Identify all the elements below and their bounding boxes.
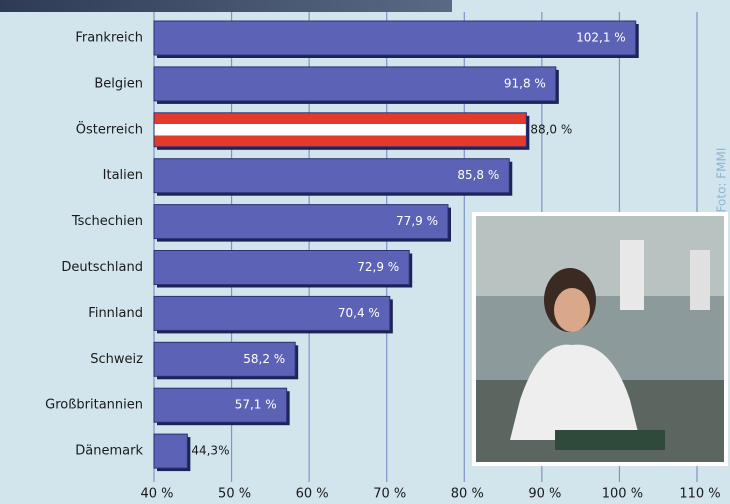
x-tick-label: 80 %	[451, 487, 484, 502]
value-label: 85,8 %	[457, 168, 499, 182]
y-tick-label: Schweiz	[90, 352, 143, 367]
bar	[153, 112, 527, 148]
x-tick-label: 40 %	[140, 487, 173, 502]
photo	[472, 212, 728, 466]
y-tick-label: Deutschland	[61, 260, 143, 275]
value-label: 88,0 %	[530, 122, 572, 136]
bar	[153, 20, 637, 56]
value-label: 44,3%	[191, 444, 229, 458]
x-tick-label: 70 %	[373, 487, 406, 502]
value-label: 58,2 %	[243, 352, 285, 366]
x-tick-label: 50 %	[218, 487, 251, 502]
bar	[153, 295, 391, 331]
x-tick-label: 100 %	[602, 487, 643, 502]
header-band	[0, 0, 452, 12]
value-label: 91,8 %	[504, 76, 546, 90]
value-label: 102,1 %	[576, 31, 626, 45]
value-label: 72,9 %	[357, 260, 399, 274]
bar	[153, 158, 510, 194]
x-tick-label: 110 %	[679, 487, 720, 502]
y-tick-label: Belgien	[94, 76, 143, 91]
y-tick-label: Österreich	[76, 120, 143, 137]
value-label: 77,9 %	[396, 214, 438, 228]
value-label: 57,1 %	[235, 398, 277, 412]
x-tick-label: 90 %	[528, 487, 561, 502]
bar	[153, 66, 557, 102]
y-tick-label: Italien	[103, 168, 143, 183]
y-tick-label: Großbritannien	[45, 398, 143, 413]
y-tick-label: Frankreich	[75, 31, 143, 46]
y-tick-label: Dänemark	[75, 444, 143, 459]
x-tick-label: 60 %	[296, 487, 329, 502]
bar	[153, 387, 288, 423]
bar	[153, 250, 410, 285]
value-label: 70,4 %	[338, 306, 380, 320]
y-tick-label: Finnland	[88, 306, 143, 321]
bar	[153, 204, 449, 240]
y-tick-label: Tschechien	[71, 214, 143, 229]
bar	[153, 341, 296, 377]
photo-credit: Foto: FMMI	[715, 148, 729, 213]
bar	[153, 433, 188, 469]
